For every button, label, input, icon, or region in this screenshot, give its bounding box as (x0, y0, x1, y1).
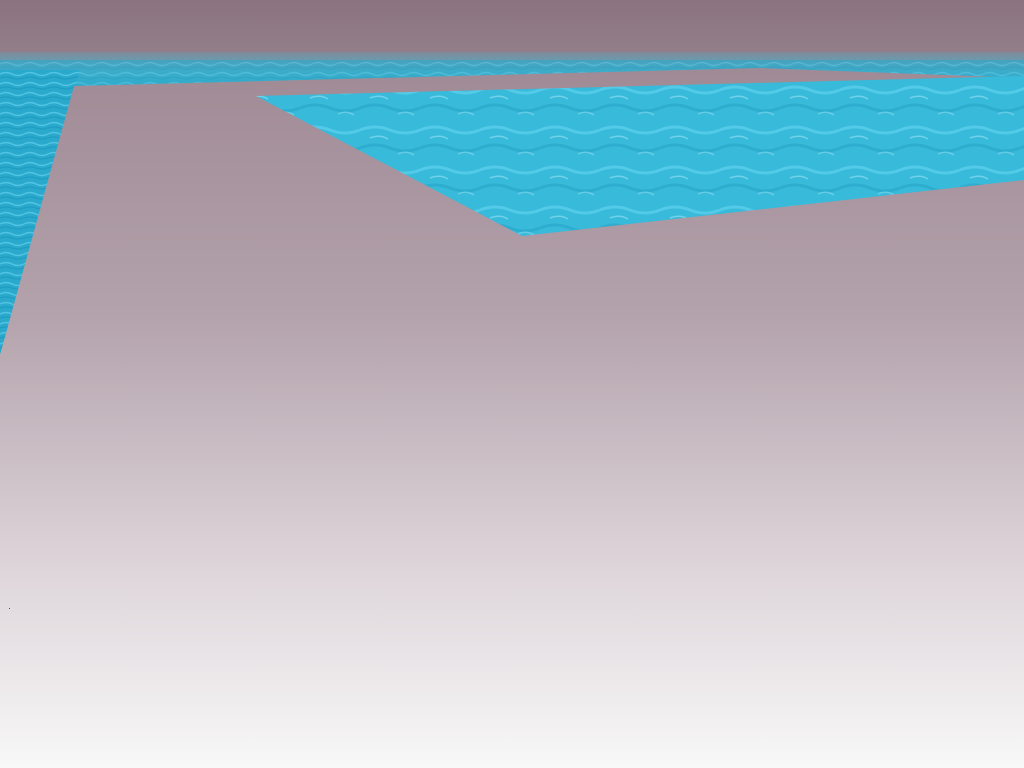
stray-pixel (9, 608, 10, 609)
pool-sheen (256, 76, 1024, 236)
pool (256, 76, 1024, 236)
sky (0, 0, 1024, 60)
ground-platform (0, 68, 1024, 768)
